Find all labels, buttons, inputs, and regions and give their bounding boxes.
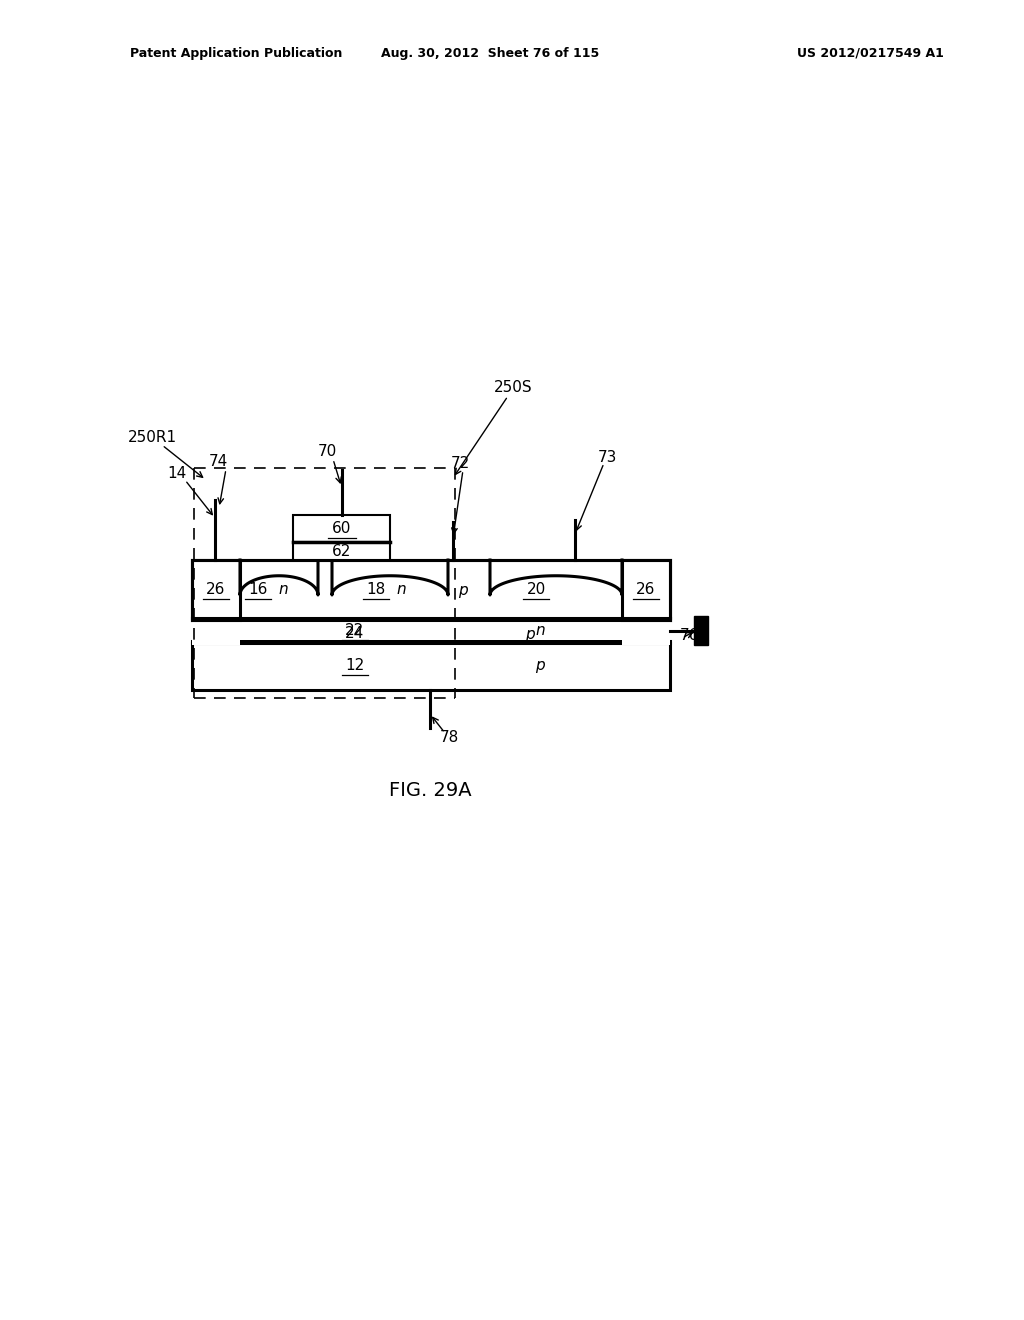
Bar [293,543,390,560]
Text: US 2012/0217549 A1: US 2012/0217549 A1 [797,46,943,59]
Bar [193,618,670,643]
Text: 14: 14 [167,466,186,480]
Text: 70: 70 [317,445,337,459]
Text: 26: 26 [636,582,655,598]
Text: 26: 26 [206,582,225,598]
Text: 73: 73 [597,450,616,465]
Text: 20: 20 [526,582,546,598]
Bar [694,616,708,645]
Bar [622,618,670,645]
Text: 60: 60 [332,521,351,536]
Text: p: p [536,657,545,673]
Text: n: n [396,582,406,598]
Text: 62: 62 [332,544,351,558]
Text: 74: 74 [208,454,227,470]
Bar [293,515,390,543]
Bar [193,642,670,690]
Text: 72: 72 [451,455,470,470]
Text: 250S: 250S [494,380,532,396]
Bar [193,618,240,645]
Text: 12: 12 [345,657,365,673]
Text: 16: 16 [248,582,267,598]
Text: 24: 24 [345,627,365,642]
Bar [195,620,667,640]
Text: p: p [459,582,468,598]
Text: 250R1: 250R1 [128,429,177,445]
Text: p: p [525,627,535,642]
Text: Aug. 30, 2012  Sheet 76 of 115: Aug. 30, 2012 Sheet 76 of 115 [381,46,599,59]
Bar [193,560,670,620]
Text: 78: 78 [440,730,459,746]
Text: n: n [536,623,545,638]
Text: 22: 22 [345,623,365,638]
Text: FIG. 29A: FIG. 29A [389,780,471,800]
Bar [622,560,670,620]
Bar [193,560,670,620]
Text: Patent Application Publication: Patent Application Publication [130,46,342,59]
Bar [193,560,240,620]
Text: 76: 76 [680,627,699,643]
Text: 18: 18 [367,582,386,598]
Text: n: n [278,582,288,598]
